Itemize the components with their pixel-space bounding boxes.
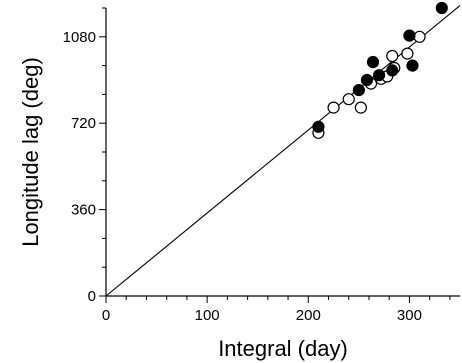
fit-line (105, 5, 461, 297)
open-data-point (386, 49, 399, 63)
filled-data-point (352, 83, 365, 97)
x-tick-label: 0 (102, 307, 110, 324)
y-axis-title: Longitude lag (deg) (18, 57, 43, 247)
x-axis-title: Integral (day) (218, 336, 348, 361)
filled-data-point (386, 64, 399, 77)
y-tick-label: 360 (71, 202, 96, 219)
data-points (312, 1, 448, 139)
y-tick-label: 0 (88, 288, 96, 305)
y-tick-label: 1080 (63, 29, 96, 46)
open-data-point (413, 30, 426, 43)
filled-data-point (366, 55, 380, 69)
y-tick-label: 720 (71, 115, 96, 132)
filled-data-point (403, 29, 416, 42)
open-data-point (401, 47, 414, 60)
open-data-point (327, 101, 340, 114)
filled-data-point (312, 120, 325, 133)
filled-data-point (435, 1, 448, 15)
filled-data-point (406, 59, 419, 72)
x-tick-label: 100 (195, 307, 220, 324)
x-tick-label: 200 (296, 307, 321, 324)
open-data-point (342, 93, 355, 106)
x-axis-ticks: 0 100 200 300 (102, 296, 451, 324)
plot-area: 0 100 200 300 0 360 720 1080 (63, 1, 461, 324)
x-tick-label: 300 (397, 307, 422, 324)
filled-data-point (372, 69, 386, 82)
y-axis-ticks: 0 360 720 1080 (63, 7, 106, 305)
open-data-point (354, 101, 367, 114)
filled-data-point (360, 73, 374, 87)
